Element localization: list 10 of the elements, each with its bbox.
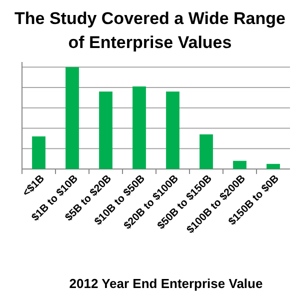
bar [132,86,146,169]
bar [233,160,246,169]
bar [200,134,213,169]
bar [32,136,46,169]
bar [166,92,180,169]
x-axis-title: 2012 Year End Enterprise Value [69,276,263,291]
bar [266,164,280,169]
bar [99,92,112,169]
chart-title: The Study Covered a Wide Range of Enterprise Values [14,9,286,52]
bar [66,67,79,169]
